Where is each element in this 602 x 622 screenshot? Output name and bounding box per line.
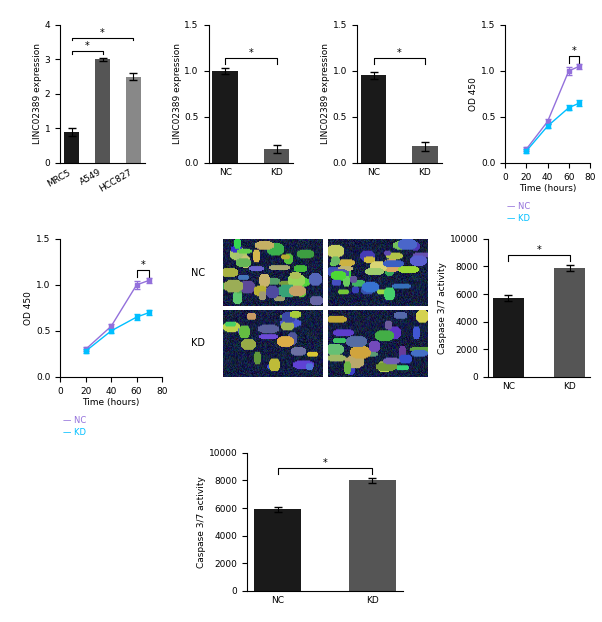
Text: NC: NC <box>191 267 205 277</box>
Y-axis label: LINC02389 expression: LINC02389 expression <box>321 44 330 144</box>
Y-axis label: OD 450: OD 450 <box>470 77 479 111</box>
Text: — NC: — NC <box>507 202 530 211</box>
Y-axis label: OD 450: OD 450 <box>24 291 33 325</box>
Y-axis label: LINC02389 expression: LINC02389 expression <box>173 44 182 144</box>
Bar <box>95 59 110 163</box>
Bar <box>349 480 396 591</box>
Bar <box>213 71 238 163</box>
Text: *: * <box>323 458 327 468</box>
Bar <box>254 509 302 591</box>
Bar <box>412 146 438 163</box>
Text: — NC: — NC <box>63 415 86 425</box>
X-axis label: Time (hours): Time (hours) <box>82 399 140 407</box>
Bar <box>126 77 141 163</box>
Text: KD: KD <box>191 338 205 348</box>
Text: — KD: — KD <box>507 213 530 223</box>
Text: *: * <box>249 48 253 58</box>
Bar <box>554 268 585 377</box>
Text: *: * <box>100 27 105 38</box>
Bar <box>492 298 524 377</box>
X-axis label: Time (hours): Time (hours) <box>519 185 576 193</box>
Bar <box>264 149 290 163</box>
Bar <box>64 132 79 163</box>
Text: — KD: — KD <box>63 427 85 437</box>
Text: *: * <box>397 48 402 58</box>
Y-axis label: LINC02389 expression: LINC02389 expression <box>33 44 42 144</box>
Text: *: * <box>141 260 145 270</box>
Y-axis label: Caspase 3/7 activity: Caspase 3/7 activity <box>197 476 206 568</box>
Text: *: * <box>572 46 577 56</box>
Text: *: * <box>536 246 541 256</box>
Y-axis label: Caspase 3/7 activity: Caspase 3/7 activity <box>438 262 447 354</box>
Bar <box>361 75 386 163</box>
Text: *: * <box>85 42 90 52</box>
